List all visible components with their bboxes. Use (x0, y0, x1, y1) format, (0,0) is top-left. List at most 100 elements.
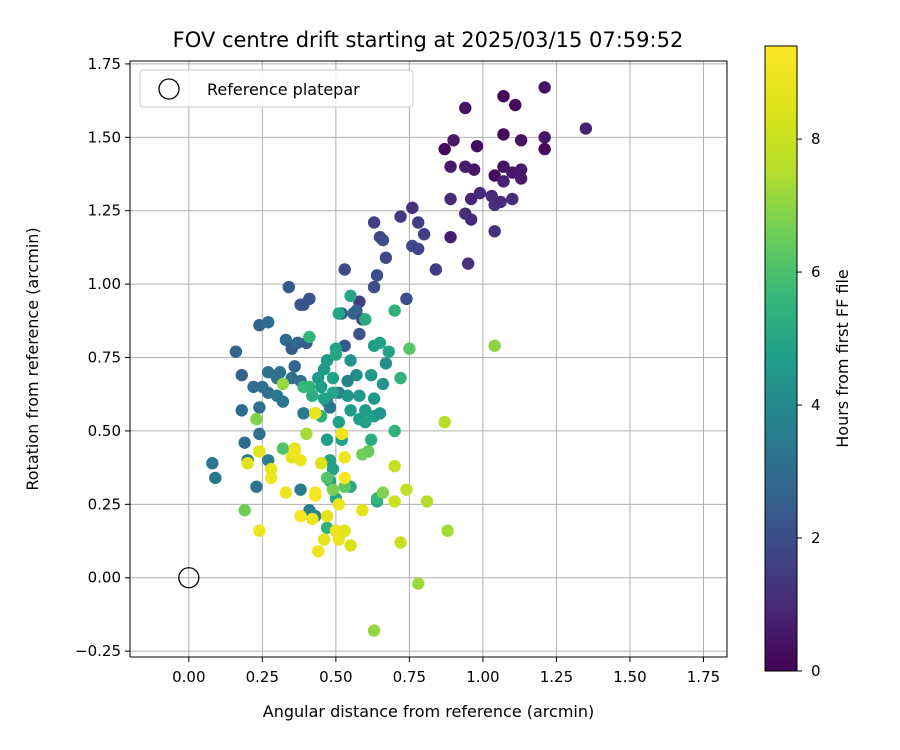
data-point (373, 407, 387, 420)
data-point (303, 292, 316, 306)
data-point (320, 433, 334, 446)
data-point (303, 330, 316, 344)
data-point (379, 251, 393, 264)
data-point (367, 392, 381, 405)
data-point (235, 404, 248, 417)
data-point (353, 327, 366, 341)
data-point (247, 380, 260, 394)
data-point (359, 404, 372, 417)
data-point (264, 462, 278, 476)
data-point (359, 313, 372, 326)
data-point (323, 401, 337, 414)
data-point (209, 471, 222, 485)
data-point (429, 263, 443, 276)
data-point (497, 90, 510, 103)
plot-frame (129, 60, 728, 658)
data-point (329, 348, 343, 361)
y-tick-label: 0.75 (88, 349, 121, 367)
colorbar-tick-label: 8 (811, 130, 821, 148)
data-point (332, 533, 346, 546)
legend-box (139, 69, 414, 108)
colorbar-tick-label: 0 (811, 662, 821, 680)
reference-marker (178, 567, 200, 589)
data-point (273, 366, 287, 379)
data-point (488, 225, 501, 238)
data-point (367, 216, 381, 229)
data-point (326, 386, 340, 399)
colorbar-tick-label: 2 (811, 529, 821, 547)
data-point (356, 448, 369, 461)
data-point (206, 457, 219, 470)
data-point (229, 345, 243, 358)
grid-lines (130, 61, 727, 657)
data-point (320, 471, 334, 485)
data-point (462, 257, 475, 270)
data-point (376, 233, 390, 247)
data-point (344, 354, 357, 367)
data-point (338, 263, 351, 276)
data-point (376, 486, 390, 499)
data-point (376, 377, 390, 391)
data-point (326, 462, 340, 476)
x-axis-label: Angular distance from reference (arcmin) (263, 702, 594, 721)
data-point (406, 201, 419, 214)
data-point (312, 545, 325, 558)
colorbar-gradient (764, 45, 798, 672)
data-point (356, 504, 369, 517)
colorbar-label: Hours from first FF file (833, 269, 852, 448)
data-point (314, 380, 328, 394)
y-axis-ticks: −0.25 0.00 0.25 0.50 0.75 1.00 1.25 1.50 1.75 (75, 55, 130, 660)
data-point (297, 380, 310, 394)
x-axis-ticks: 0.00 0.25 0.50 0.75 1.00 1.25 1.50 1.75 (172, 657, 720, 686)
data-point (388, 424, 401, 438)
data-point (276, 442, 290, 455)
x-tick-label: 1.50 (613, 668, 646, 686)
data-point (294, 454, 307, 467)
data-point (320, 509, 334, 523)
data-point (353, 389, 366, 402)
data-point (332, 498, 346, 511)
data-point (464, 213, 478, 226)
data-point (412, 242, 425, 256)
data-point (514, 172, 528, 185)
data-point (364, 368, 378, 382)
data-point (370, 269, 384, 282)
data-point (497, 160, 510, 173)
data-point (253, 427, 266, 441)
data-point (400, 292, 413, 306)
data-point (350, 368, 363, 382)
data-point (412, 216, 425, 229)
data-point (241, 457, 254, 470)
data-point (253, 401, 266, 414)
data-point (238, 504, 251, 517)
data-point (447, 134, 460, 147)
data-point (470, 139, 484, 153)
legend-entry-reference: Reference platepar (207, 80, 360, 99)
data-point (438, 415, 451, 429)
x-tick-label: 0.50 (319, 668, 352, 686)
data-point (359, 415, 372, 429)
y-tick-label: 1.00 (88, 275, 121, 293)
data-point (438, 142, 451, 156)
data-point (497, 175, 510, 188)
y-tick-label: 1.25 (88, 202, 121, 220)
data-point (344, 539, 357, 552)
data-point (314, 457, 328, 470)
data-point (326, 371, 340, 385)
data-point (506, 192, 519, 206)
data-points (206, 81, 593, 637)
x-tick-label: 1.25 (540, 668, 573, 686)
data-point (459, 101, 472, 115)
data-point (344, 404, 357, 417)
data-point (473, 186, 487, 200)
data-point (412, 577, 425, 590)
data-point (309, 489, 322, 502)
data-point (367, 624, 381, 637)
data-point (279, 333, 293, 347)
x-tick-label: 1.75 (687, 668, 720, 686)
plot-area: 0.00 0.25 0.50 0.75 1.00 1.25 1.50 1.75 −0.25 0.… (75, 55, 728, 686)
legend-marker (158, 78, 180, 100)
colorbar-tick-label: 6 (811, 263, 821, 281)
data-point (394, 210, 407, 223)
data-point (394, 371, 407, 385)
